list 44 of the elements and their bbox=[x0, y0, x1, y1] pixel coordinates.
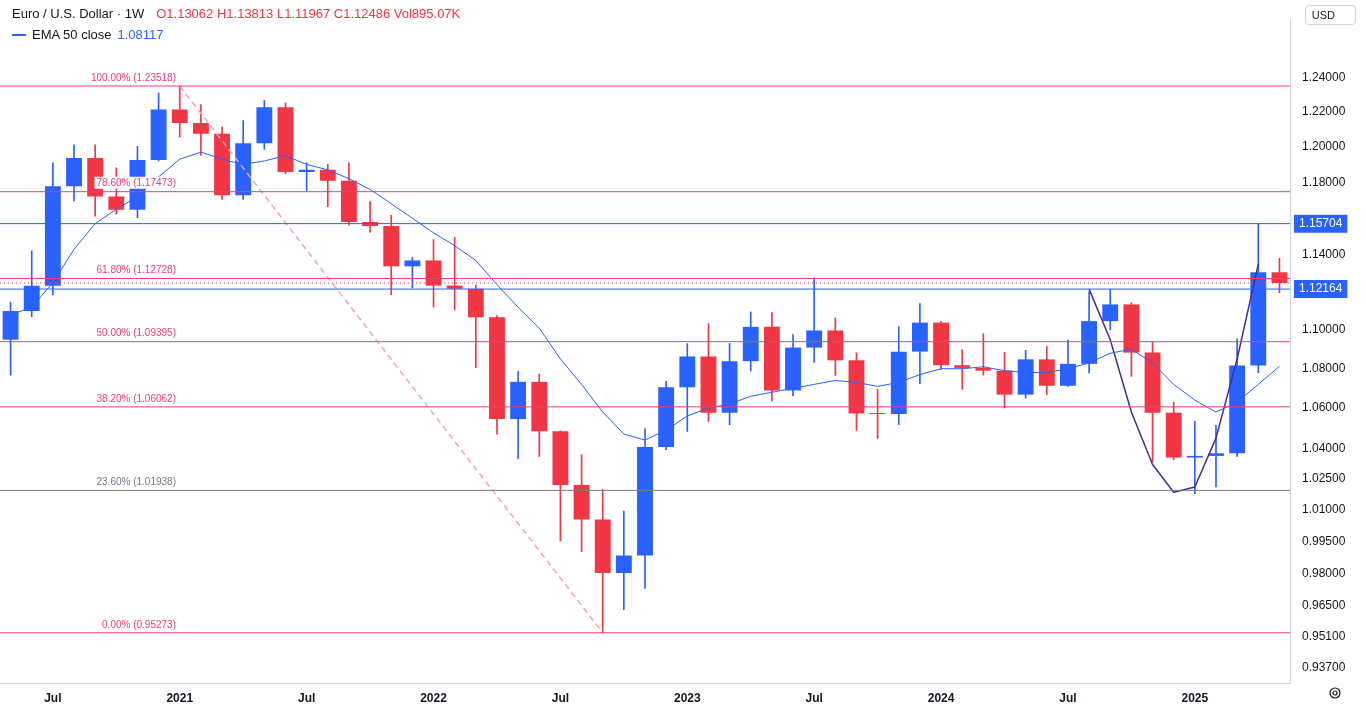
y-tick-label: 1.18000 bbox=[1302, 174, 1346, 189]
candlestick bbox=[171, 85, 188, 138]
x-tick-label: 2021 bbox=[166, 691, 194, 706]
x-tick-label: Jul bbox=[1059, 691, 1077, 706]
ref-line-label: 50.00% (1.09395) bbox=[96, 327, 176, 339]
annotation: O1.13062 H1.13813 L1.11967 C1.12486 Vol895.07K bbox=[156, 6, 461, 21]
legend-label: EMA 50 close bbox=[32, 27, 112, 42]
y-tick-label: 0.96500 bbox=[1302, 598, 1346, 613]
ref-line-label: 61.80% (1.12728) bbox=[96, 264, 176, 276]
y-tick-label: 1.24000 bbox=[1302, 70, 1346, 85]
ref-line-label: 1.15704 bbox=[1299, 215, 1343, 230]
annotation: 1.08117 bbox=[117, 27, 164, 42]
candlestick bbox=[1186, 421, 1203, 494]
x-tick-label: 2025 bbox=[1181, 691, 1209, 706]
y-tick-label: 1.08000 bbox=[1302, 361, 1346, 376]
ref-line-label: 78.60% (1.17473) bbox=[96, 177, 176, 189]
y-tick-label: 0.99500 bbox=[1302, 533, 1346, 548]
ref-line-label: 23.60% (1.01938) bbox=[96, 476, 176, 488]
candlestick bbox=[954, 349, 971, 390]
ref-line-label: 1.12164 bbox=[1299, 281, 1343, 296]
y-tick-label: 1.01000 bbox=[1302, 502, 1346, 517]
x-tick-label: 2024 bbox=[927, 691, 955, 706]
x-tick-label: Jul bbox=[551, 691, 570, 706]
x-tick-label: Jul bbox=[805, 691, 823, 706]
y-tick-label: 1.22000 bbox=[1302, 104, 1346, 119]
ref-line-label: 100.00% (1.23518) bbox=[90, 71, 176, 83]
ref-line-label: 38.20% (1.06062) bbox=[96, 392, 176, 404]
x-tick-label: Jul bbox=[297, 691, 316, 706]
x-tick-label: Jul bbox=[44, 691, 62, 706]
x-tick-label: 2023 bbox=[673, 691, 701, 706]
ref-line-label: 0.00% (0.95273) bbox=[102, 618, 176, 630]
y-tick-label: 1.06000 bbox=[1302, 400, 1346, 415]
y-tick-label: 1.14000 bbox=[1302, 247, 1346, 262]
y-tick-label: 0.93700 bbox=[1302, 660, 1346, 675]
x-tick-label: 2022 bbox=[420, 691, 448, 706]
y-tick-label: 1.02500 bbox=[1302, 471, 1346, 486]
y-tick-label: 0.98000 bbox=[1302, 565, 1346, 580]
text: USD bbox=[1304, 5, 1356, 25]
y-tick-label: 0.95100 bbox=[1302, 628, 1346, 643]
y-tick-label: 1.10000 bbox=[1302, 322, 1346, 337]
y-tick-label: 1.04000 bbox=[1302, 440, 1346, 455]
candlestick bbox=[192, 104, 209, 156]
chart-title: Euro / U.S. Dollar · 1W bbox=[12, 6, 145, 21]
y-tick-label: 1.20000 bbox=[1302, 139, 1346, 154]
